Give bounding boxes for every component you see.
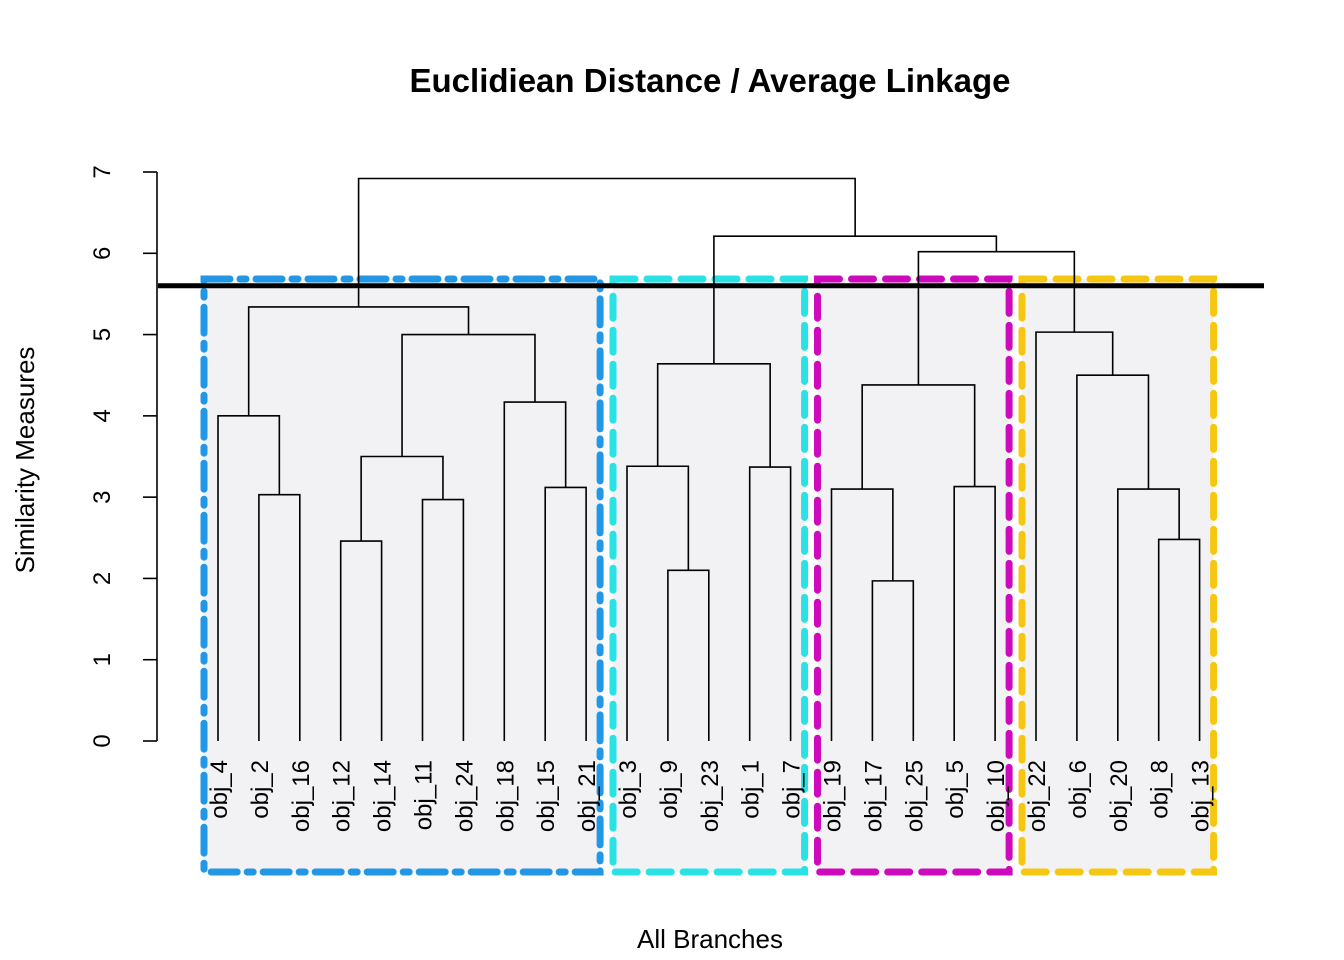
- leaf-label: obj_20: [1106, 760, 1133, 832]
- leaf-label: obj_5: [942, 760, 969, 819]
- y-tick-label: 2: [89, 572, 116, 585]
- cluster-boxes: [200, 275, 1218, 876]
- leaf-label: obj_9: [656, 760, 683, 819]
- y-tick-label: 6: [89, 247, 116, 260]
- cluster-4-border: [1018, 275, 1218, 876]
- cluster-3-fill: [817, 279, 1010, 872]
- leaf-label: obj_12: [329, 760, 356, 832]
- leaf-label: obj_23: [697, 760, 724, 832]
- leaf-label: obj_25: [901, 760, 928, 832]
- leaf-label: obj_17: [860, 760, 887, 832]
- y-tick-label: 4: [89, 409, 116, 422]
- cluster-3-border: [814, 275, 1013, 876]
- branch-c17: [861, 384, 976, 490]
- leaf-label: obj_24: [451, 760, 478, 832]
- leaf-label: obj_16: [288, 760, 315, 832]
- branch-c24: [357, 177, 856, 307]
- branch-c21: [1035, 331, 1114, 741]
- leaf-label: obj_19: [820, 760, 847, 832]
- cluster-1-border: [200, 275, 604, 876]
- leaf-labels: obj_4 obj_2 obj_16 obj_12 obj_14 obj_11 obj_24…: [206, 760, 1215, 832]
- leaf-label: obj_14: [370, 760, 397, 832]
- leaf-label: obj_18: [492, 760, 519, 832]
- y-axis: 0 1 2 3 4 5 6 7: [89, 165, 158, 748]
- leaf-label: obj_10: [983, 760, 1010, 832]
- branch-c6: [544, 486, 587, 741]
- branch-c16: [953, 485, 996, 741]
- y-axis-label: Similarity Measures: [10, 347, 40, 574]
- leaf-label: obj_6: [1065, 760, 1092, 819]
- y-tick-label: 3: [89, 490, 116, 503]
- leaf-label: obj_7: [779, 760, 806, 819]
- leaf-label: obj_2: [247, 760, 274, 819]
- y-tick-label: 5: [89, 328, 116, 341]
- cluster-2-border: [609, 275, 809, 876]
- leaf-label: obj_3: [615, 760, 642, 819]
- y-tick-label: 1: [89, 653, 116, 666]
- branch-c7: [503, 401, 567, 741]
- dendrogram-branches: [217, 177, 1201, 741]
- leaf-label: obj_13: [1188, 760, 1215, 832]
- y-tick-label: 7: [89, 165, 116, 178]
- leaf-label: obj_4: [206, 760, 233, 819]
- x-axis-label: All Branches: [637, 924, 783, 954]
- leaf-label: obj_15: [533, 760, 560, 832]
- y-tick-label: 0: [89, 734, 116, 747]
- leaf-label: obj_22: [1024, 760, 1051, 832]
- leaf-label: obj_8: [1147, 760, 1174, 819]
- leaf-label: obj_1: [738, 760, 765, 819]
- leaf-label: obj_21: [574, 760, 601, 832]
- branch-c23: [713, 235, 998, 364]
- chart-title: Euclidiean Distance / Average Linkage: [410, 62, 1011, 99]
- leaf-label: obj_11: [411, 760, 438, 830]
